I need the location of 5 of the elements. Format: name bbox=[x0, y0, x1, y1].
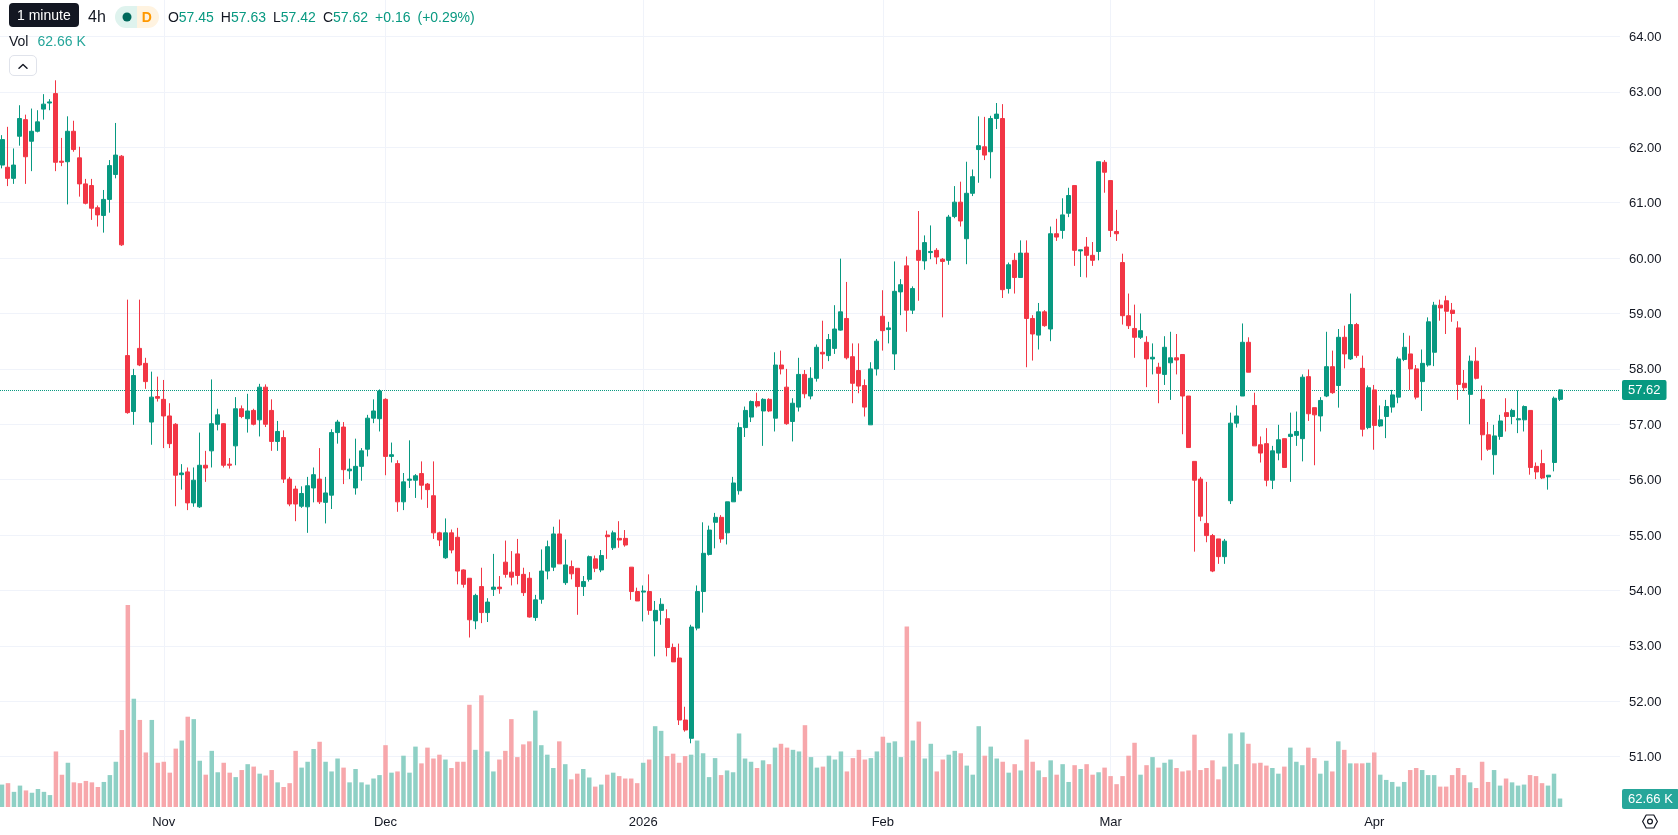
candlestick bbox=[11, 147, 16, 185]
bar bbox=[5, 783, 11, 807]
bar bbox=[0, 784, 5, 807]
candlestick bbox=[0, 134, 5, 169]
candlestick bbox=[5, 126, 10, 187]
